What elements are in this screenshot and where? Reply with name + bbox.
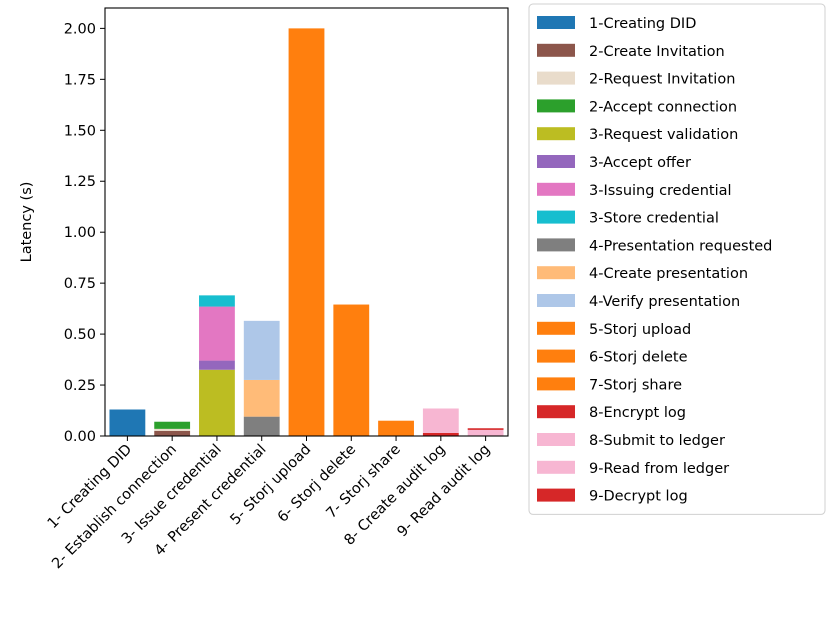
y-tick-label-7: 1.75: [64, 72, 96, 88]
bar-segment-15-7: [422, 408, 459, 433]
x-tick-label-5: 6- Storj delete: [275, 441, 359, 525]
bar-segment-3-1: [154, 421, 191, 429]
legend-label-10: 4-Verify presentation: [589, 294, 740, 310]
y-tick-label-8: 2.00: [64, 21, 96, 37]
legend-label-13: 7-Storj share: [589, 377, 682, 393]
legend-swatch-4: [537, 127, 575, 141]
legend-swatch-7: [537, 210, 575, 224]
bar-segment-1-1: [154, 430, 191, 436]
x-tick-label-4: 5- Storj upload: [227, 442, 314, 529]
bar-segment-12-5: [333, 304, 370, 436]
legend-label-0: 1-Creating DID: [589, 16, 696, 32]
y-tick-label-3: 0.75: [64, 276, 96, 292]
legend-swatch-12: [537, 349, 575, 363]
x-tick-label-0: 1- Creating DID: [45, 442, 135, 532]
legend-swatch-1: [537, 43, 575, 57]
bar-segment-14-7: [422, 432, 459, 436]
legend-label-9: 4-Create presentation: [589, 266, 748, 282]
bar-segment-11-4: [288, 28, 325, 436]
legend-swatch-13: [537, 377, 575, 391]
y-tick-label-5: 1.25: [64, 174, 96, 190]
y-tick-label-1: 0.25: [64, 378, 96, 394]
bar-segment-0-0: [109, 409, 146, 436]
legend-label-6: 3-Issuing credential: [589, 183, 732, 199]
legend-swatch-8: [537, 238, 575, 252]
legend-swatch-16: [537, 460, 575, 474]
legend: 1-Creating DID 2-Create Invitation 2-Reque…: [528, 3, 826, 515]
legend-label-3: 2-Accept connection: [589, 99, 737, 115]
legend-label-1: 2-Create Invitation: [589, 44, 725, 60]
legend-swatch-15: [537, 433, 575, 446]
bars-layer: [109, 28, 504, 436]
legend-swatch-0: [537, 16, 575, 29]
bar-segment-9-3: [243, 379, 280, 417]
bar-segment-2-1: [154, 428, 191, 431]
legend-label-8: 4-Presentation requested: [589, 238, 772, 254]
legend-swatch-6: [537, 182, 575, 196]
legend-label-4: 3-Request validation: [589, 127, 738, 143]
legend-swatch-3: [537, 99, 575, 113]
y-tick-label-4: 1.00: [64, 225, 96, 241]
legend-label-17: 9-Decrypt log: [589, 489, 688, 505]
bar-segment-5-2: [199, 360, 235, 370]
legend-label-12: 6-Storj delete: [589, 350, 688, 366]
bar-segment-7-2: [199, 295, 235, 307]
y-tick-label-6: 1.50: [64, 123, 96, 139]
axes-layer: 0.00 0.25 0.50 0.75 1.00 1.25 1.50 1.75 2.00 Late…: [19, 7, 509, 572]
legend-label-2: 2-Request Invitation: [589, 72, 735, 88]
y-tick-label-2: 0.50: [64, 327, 96, 343]
bar-segment-13-6: [378, 420, 414, 436]
legend-label-16: 9-Read from ledger: [589, 461, 729, 477]
y-axis-label: Latency (s): [19, 182, 35, 263]
y-tick-label-0: 0.00: [64, 429, 96, 445]
legend-swatch-10: [537, 294, 575, 307]
legend-swatch-5: [537, 155, 575, 168]
legend-swatch-14: [537, 405, 575, 419]
legend-label-7: 3-Store credential: [589, 211, 719, 227]
bar-segment-16-8: [467, 429, 504, 436]
legend-label-14: 8-Encrypt log: [589, 405, 686, 421]
bar-segment-4-2: [199, 369, 235, 436]
bar-segment-10-3: [243, 320, 280, 380]
legend-swatch-9: [537, 266, 575, 280]
legend-swatch-11: [537, 321, 575, 335]
bar-segment-6-2: [199, 306, 235, 361]
legend-frame: [528, 3, 826, 515]
legend-label-11: 5-Storj upload: [589, 322, 691, 338]
bar-segment-8-3: [243, 416, 280, 436]
bar-segment-17-8: [467, 428, 504, 430]
legend-swatch-2: [537, 71, 575, 85]
legend-label-15: 8-Submit to ledger: [589, 433, 725, 449]
legend-swatch-17: [537, 488, 575, 502]
legend-label-5: 3-Accept offer: [589, 155, 691, 171]
